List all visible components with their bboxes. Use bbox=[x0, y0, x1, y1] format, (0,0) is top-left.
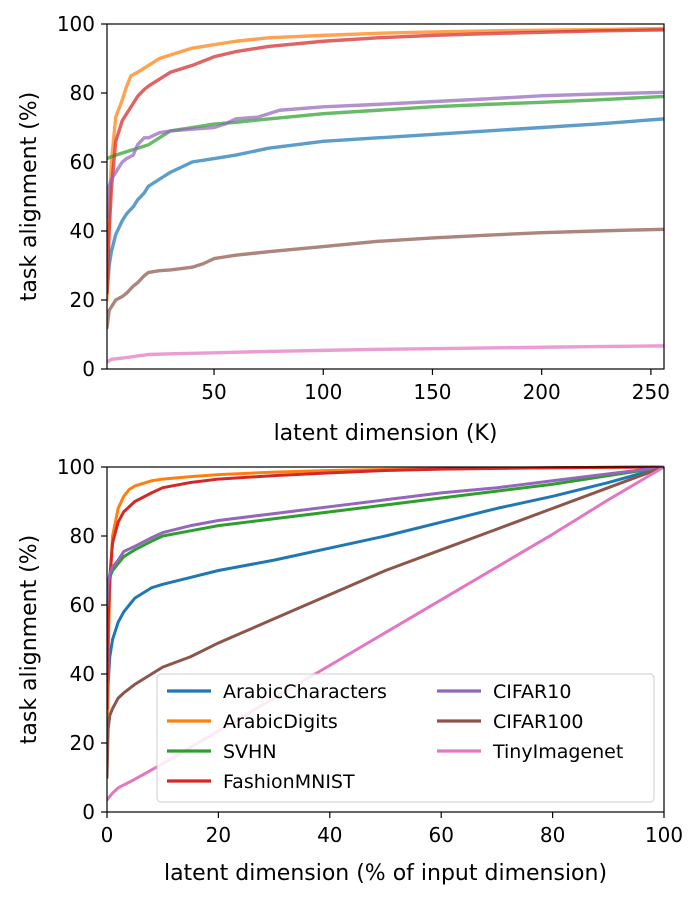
y-axis-label: task alignment (%) bbox=[17, 535, 42, 745]
y-tick-label: 40 bbox=[70, 219, 95, 243]
legend-label: CIFAR100 bbox=[493, 711, 584, 733]
series-line-arabicdigits bbox=[107, 26, 664, 302]
series-line-arabiccharacters bbox=[107, 117, 664, 295]
legend-label: TinyImagenet bbox=[492, 741, 623, 763]
series-line-arabiccharacters bbox=[107, 465, 664, 745]
axes-frame bbox=[106, 466, 665, 813]
legend: ArabicCharacters ArabicDigits SVHN FashionM… bbox=[156, 673, 655, 803]
y-tick-label: 20 bbox=[70, 731, 95, 755]
y-tick-label: 100 bbox=[57, 455, 95, 479]
series-line-fashionmnist bbox=[107, 465, 664, 710]
x-tick-label: 20 bbox=[206, 823, 231, 847]
series-line-cifar10 bbox=[107, 90, 664, 219]
legend-frame bbox=[156, 673, 655, 803]
y-tick-label: 60 bbox=[70, 150, 95, 174]
legend-label: SVHN bbox=[223, 741, 277, 763]
y-tick-label: 80 bbox=[70, 81, 95, 105]
x-tick-label: 40 bbox=[317, 823, 342, 847]
series-line-cifar100 bbox=[107, 465, 664, 779]
x-tick-label: 50 bbox=[201, 380, 226, 404]
y-tick-label: 100 bbox=[57, 12, 95, 36]
legend-label: ArabicDigits bbox=[223, 711, 338, 733]
x-tick-label: 100 bbox=[304, 380, 342, 404]
y-tick-label: 0 bbox=[82, 357, 95, 381]
x-tick-label: 250 bbox=[632, 380, 670, 404]
series-line-tinyimagenet bbox=[107, 344, 664, 364]
series-line-cifar10 bbox=[107, 465, 664, 607]
y-tick-label: 0 bbox=[82, 800, 95, 824]
x-tick-label: 80 bbox=[540, 823, 565, 847]
series-line-cifar100 bbox=[107, 227, 664, 330]
y-tick-label: 60 bbox=[70, 593, 95, 617]
y-tick-label: 20 bbox=[70, 288, 95, 312]
series-group bbox=[107, 26, 664, 364]
series-line-svhn bbox=[107, 94, 664, 161]
axes-frame bbox=[106, 23, 665, 370]
x-tick-label: 150 bbox=[413, 380, 451, 404]
bottom-chart: 0 20 40 60 80 100 0 20 40 60 80 100 latent dimension… bbox=[17, 455, 683, 886]
top-chart: 0 20 40 60 80 100 50 100 150 200 250 latent dimensi… bbox=[17, 12, 670, 446]
series-line-fashionmnist bbox=[107, 28, 664, 295]
legend-label: ArabicCharacters bbox=[223, 681, 387, 703]
legend-label: CIFAR10 bbox=[493, 681, 571, 703]
x-tick-label: 0 bbox=[101, 823, 114, 847]
y-tick-label: 80 bbox=[70, 524, 95, 548]
y-axis-label: task alignment (%) bbox=[17, 92, 42, 302]
x-axis-label: latent dimension (K) bbox=[274, 421, 498, 446]
x-tick-label: 100 bbox=[645, 823, 683, 847]
x-axis-label: latent dimension (% of input dimension) bbox=[164, 861, 607, 886]
x-tick-label: 200 bbox=[523, 380, 561, 404]
legend-label: FashionMNIST bbox=[223, 771, 355, 793]
x-tick-label: 60 bbox=[428, 823, 453, 847]
y-tick-label: 40 bbox=[70, 662, 95, 686]
